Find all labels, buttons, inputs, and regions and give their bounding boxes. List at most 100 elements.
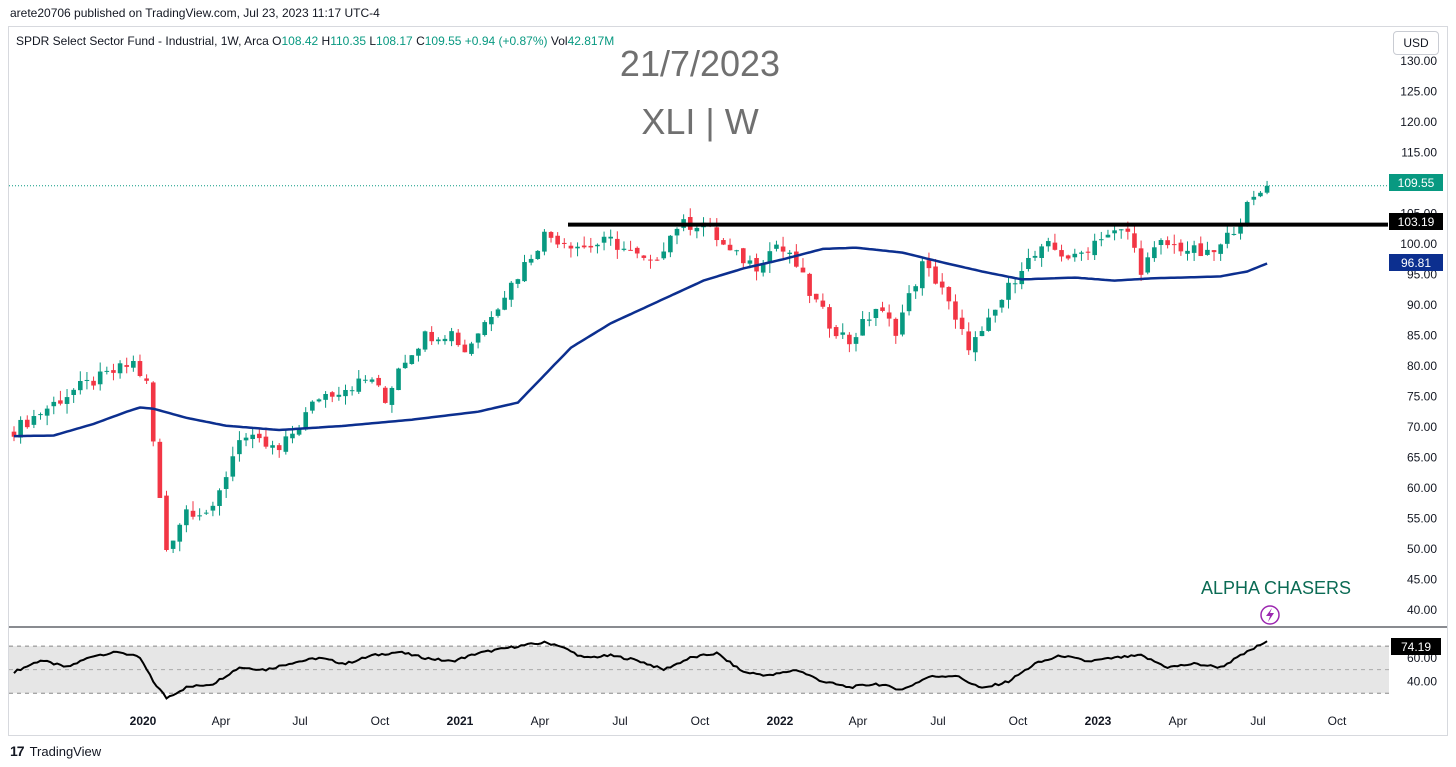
- candle-body: [495, 309, 501, 316]
- candle: [1211, 250, 1217, 261]
- candle: [1218, 243, 1223, 261]
- rsi-pane: [9, 640, 1389, 700]
- candle-body: [621, 248, 627, 250]
- candle-body: [250, 434, 255, 440]
- overlay-date: 21/7/2023: [620, 43, 780, 84]
- candle-body: [217, 490, 222, 506]
- candle-body: [926, 260, 932, 269]
- candle-body: [1012, 283, 1018, 285]
- price-tick-label: 100.00: [1400, 237, 1437, 251]
- candle: [860, 311, 865, 336]
- candle: [661, 242, 667, 260]
- candle-body: [436, 339, 441, 342]
- candle: [1032, 250, 1038, 261]
- low-label: L: [369, 34, 377, 48]
- footer: 17 TradingView: [10, 743, 101, 759]
- candle-body: [820, 300, 826, 307]
- volume-value: 42.817M: [567, 34, 615, 48]
- candle-body: [674, 228, 680, 236]
- candle-body: [111, 370, 116, 373]
- candle: [38, 412, 43, 420]
- candle: [436, 337, 441, 345]
- candle-body: [1118, 229, 1124, 231]
- candle-body: [24, 419, 30, 428]
- candle: [833, 325, 839, 339]
- close-value: 109.55: [424, 34, 462, 48]
- candle: [217, 488, 222, 516]
- price-tick-label: 85.00: [1407, 329, 1437, 343]
- candle-body: [1244, 202, 1250, 225]
- publisher-attribution: arete20706 published on TradingView.com,…: [10, 6, 380, 20]
- candle-body: [1251, 196, 1257, 200]
- candle: [535, 250, 541, 260]
- time-tick-label: 2022: [767, 714, 794, 728]
- candle-body: [508, 282, 514, 300]
- candle-body: [727, 244, 733, 251]
- currency-button[interactable]: USD: [1393, 31, 1439, 55]
- candle: [615, 231, 620, 259]
- candle: [886, 304, 892, 327]
- time-tick-label: 2021: [447, 714, 474, 728]
- candle-body: [283, 436, 289, 452]
- time-tick-label: Jul: [1250, 714, 1265, 728]
- candle: [568, 242, 574, 258]
- high-label: H: [321, 34, 331, 48]
- price-axis: 130.00125.00120.00115.00110.00105.00100.…: [1400, 54, 1437, 617]
- candle: [170, 540, 176, 554]
- candle: [714, 218, 720, 247]
- candle-body: [1052, 242, 1058, 250]
- rsi-tick-label: 40.00: [1407, 674, 1437, 688]
- candle: [555, 232, 560, 248]
- candle-body: [409, 355, 415, 364]
- candle-body: [1171, 244, 1177, 246]
- candle: [131, 355, 136, 372]
- candle-body: [601, 236, 607, 243]
- candle-body: [714, 227, 720, 241]
- candle: [489, 311, 494, 332]
- candle: [741, 247, 746, 268]
- candle-body: [1185, 250, 1190, 254]
- candle: [316, 398, 322, 403]
- candle: [866, 311, 872, 327]
- candle-body: [840, 332, 846, 335]
- candle-body: [853, 337, 859, 344]
- candle: [402, 354, 408, 369]
- candle-body: [177, 524, 183, 542]
- candle-body: [31, 416, 37, 425]
- candle: [575, 242, 580, 257]
- candle-body: [190, 510, 196, 517]
- time-tick-label: 2020: [130, 714, 157, 728]
- candle: [296, 424, 302, 437]
- candle: [668, 235, 673, 258]
- time-tick-label: Oct: [691, 714, 710, 728]
- candle-body: [416, 348, 421, 356]
- low-value: 108.17: [376, 34, 413, 48]
- lightning-bolt-icon: [1260, 605, 1280, 625]
- candle: [1191, 240, 1197, 261]
- candle: [687, 208, 693, 236]
- candle: [237, 431, 242, 462]
- candle-body: [992, 309, 998, 316]
- high-value: 110.35: [330, 34, 366, 48]
- candle: [323, 391, 328, 408]
- price-tick-label: 75.00: [1407, 389, 1437, 403]
- candle-body: [767, 251, 773, 264]
- candle-body: [396, 368, 401, 391]
- candle: [561, 238, 567, 249]
- close-label: C: [416, 34, 425, 48]
- candle-body: [588, 245, 594, 248]
- candle: [1065, 254, 1071, 261]
- candle: [920, 256, 925, 296]
- time-tick-label: Jul: [612, 714, 627, 728]
- candle: [1105, 229, 1111, 238]
- candle: [1006, 275, 1011, 309]
- candle: [250, 427, 255, 449]
- candle-body: [1138, 248, 1144, 275]
- candle: [1026, 248, 1031, 272]
- candle-body: [1065, 255, 1071, 259]
- candle-body: [1132, 233, 1137, 248]
- time-tick-label: 2023: [1085, 714, 1112, 728]
- candle-body: [648, 259, 653, 261]
- candle-body: [1039, 246, 1044, 258]
